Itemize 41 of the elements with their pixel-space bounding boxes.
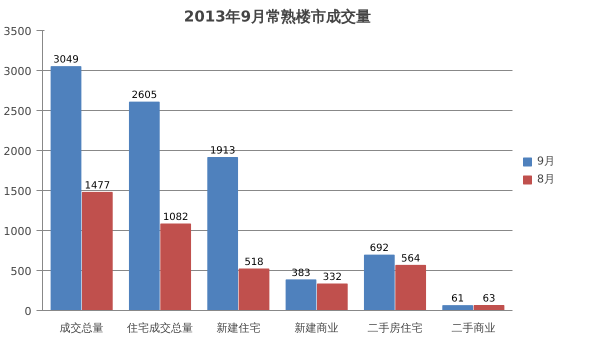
x-tick-label: 新建住宅 [216, 322, 260, 334]
legend-label: 9月 [537, 154, 556, 168]
y-tick-label: 1500 [4, 185, 32, 198]
bar [442, 305, 474, 310]
data-label: 518 [244, 257, 264, 268]
y-tick-label: 3000 [4, 65, 32, 78]
bar [286, 279, 316, 310]
data-label: 1913 [210, 145, 236, 156]
data-label: 692 [370, 243, 389, 254]
y-tick-label: 2500 [4, 105, 32, 118]
chart-title: 2013年9月常熟楼市成交量 [184, 8, 372, 26]
data-label: 564 [401, 253, 420, 264]
bar [474, 304, 504, 310]
data-label: 3049 [53, 54, 79, 66]
x-tick-label: 成交总量 [60, 322, 104, 334]
data-label: 332 [322, 272, 342, 283]
y-tick-label: 500 [10, 265, 32, 278]
data-label: 383 [291, 268, 311, 279]
legend-label: 8月 [537, 172, 556, 186]
x-tick-label: 二手房住宅 [368, 322, 422, 334]
bar [364, 254, 395, 310]
data-label: 63 [482, 293, 496, 304]
y-tick-label: 3500 [4, 25, 32, 38]
bar [207, 156, 238, 310]
bar [160, 223, 192, 310]
bar [238, 268, 270, 310]
bar [50, 66, 82, 310]
y-tick-label: 1000 [4, 225, 32, 238]
x-tick-label: 新建商业 [294, 322, 339, 334]
x-tick-label: 住宅成交总量 [127, 322, 193, 334]
data-label: 61 [451, 294, 464, 305]
data-label: 1082 [162, 212, 188, 223]
bar [395, 264, 426, 310]
bar [316, 283, 348, 310]
x-tick-label: 二手商业 [451, 322, 496, 334]
y-tick-label: 0 [24, 305, 32, 318]
bar [128, 102, 160, 310]
bar [82, 192, 113, 310]
data-label: 1477 [84, 180, 110, 192]
y-tick-label: 2000 [4, 145, 32, 158]
data-label: 2605 [132, 90, 158, 102]
